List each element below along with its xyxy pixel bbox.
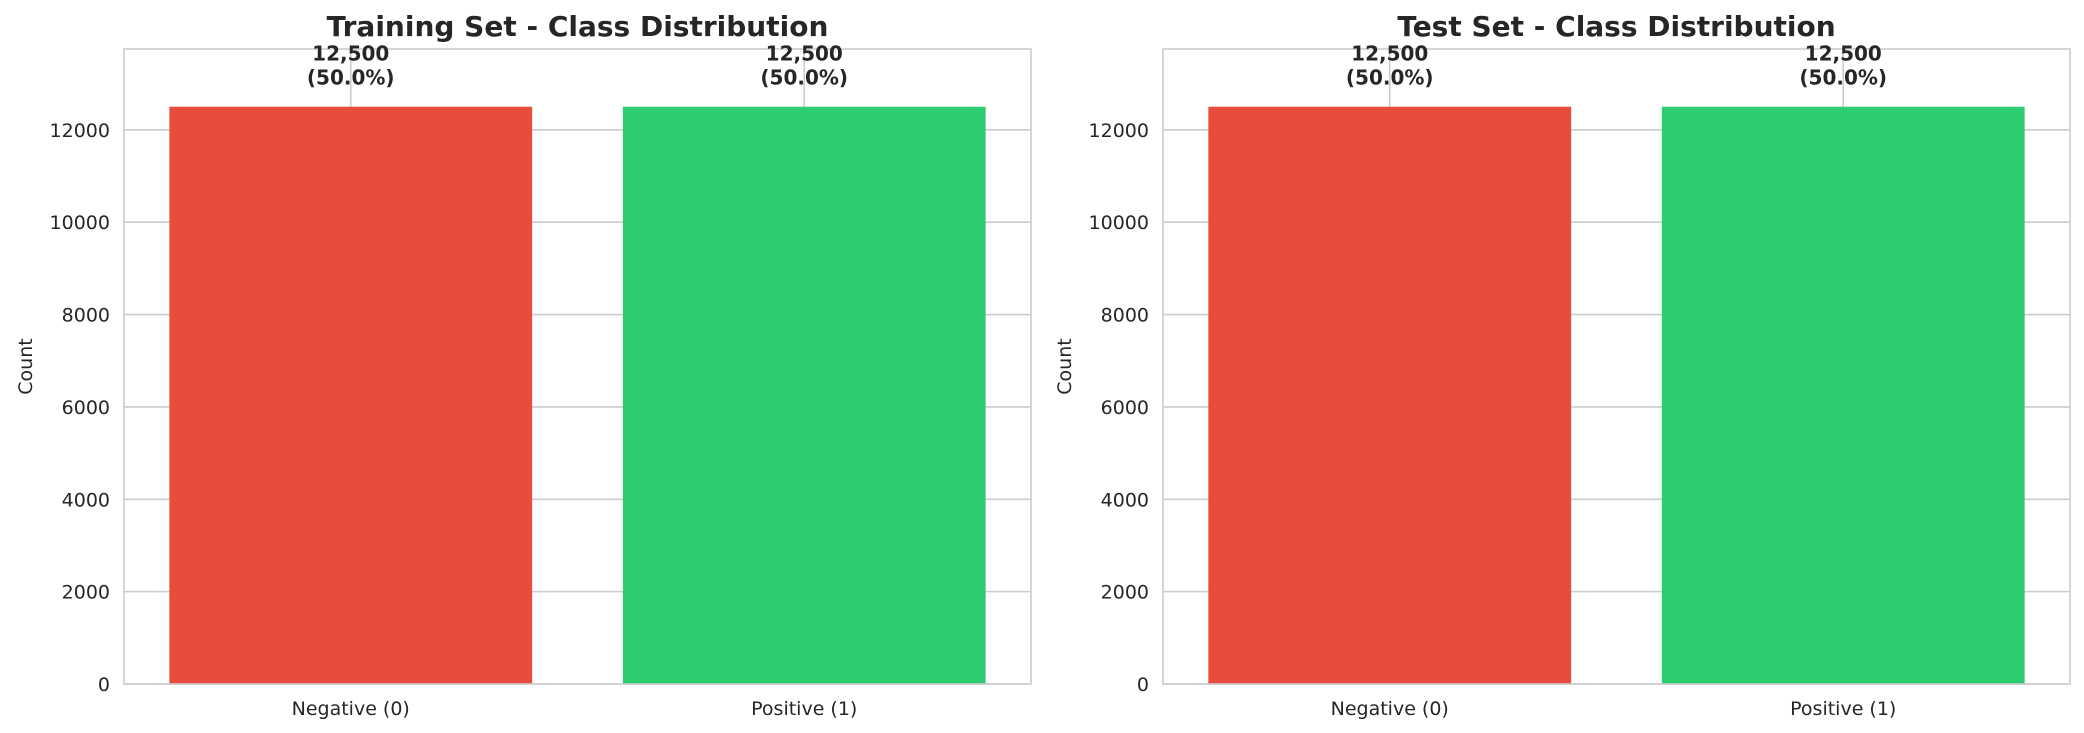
y-tick-label: 12000 xyxy=(50,120,110,142)
y-tick-label: 2000 xyxy=(1101,582,1149,604)
y-tick-label: 8000 xyxy=(1101,305,1149,327)
y-tick-label: 6000 xyxy=(62,397,110,419)
y-tick-label: 8000 xyxy=(62,305,110,327)
x-tick-label: Negative (0) xyxy=(1331,698,1449,720)
y-tick-label: 10000 xyxy=(50,212,110,234)
chart-panel-test: 0 2000 4000 6000 8000 10000 12000 Negative (0) P… xyxy=(1054,10,2071,720)
chart-title-test: Test Set - Class Distribution xyxy=(1397,10,1835,43)
y-tick-label: 4000 xyxy=(62,489,110,511)
x-tick-label: Negative (0) xyxy=(292,698,410,720)
bar-positive xyxy=(622,106,986,684)
y-tick-label: 6000 xyxy=(1101,397,1149,419)
bar-value-label: 12,500 (50.0%) xyxy=(307,42,395,90)
plot-frame xyxy=(1162,48,2071,685)
bar-positive xyxy=(1661,106,2025,684)
y-axis-label: Count xyxy=(1054,338,1076,394)
y-tick-label: 0 xyxy=(1137,674,1149,696)
plot-frame xyxy=(123,48,1032,685)
bar-value-label: 12,500 (50.0%) xyxy=(760,42,848,90)
y-tick-label: 2000 xyxy=(62,582,110,604)
bar-negative xyxy=(169,106,533,684)
y-tick-label: 12000 xyxy=(1089,120,1149,142)
bar-value-label: 12,500 (50.0%) xyxy=(1346,42,1434,90)
chart-title-training: Training Set - Class Distribution xyxy=(327,10,829,43)
y-tick-label: 10000 xyxy=(1089,212,1149,234)
y-tick-label: 4000 xyxy=(1101,489,1149,511)
chart-panel-training: 0 2000 4000 6000 8000 10000 12000 Negative (0) P… xyxy=(15,10,1032,720)
y-tick-label: 0 xyxy=(98,674,110,696)
bar-value-label: 12,500 (50.0%) xyxy=(1799,42,1887,90)
x-tick-label: Positive (1) xyxy=(751,698,857,720)
bar-negative xyxy=(1208,106,1572,684)
y-axis-label: Count xyxy=(15,338,37,394)
x-tick-label: Positive (1) xyxy=(1790,698,1896,720)
